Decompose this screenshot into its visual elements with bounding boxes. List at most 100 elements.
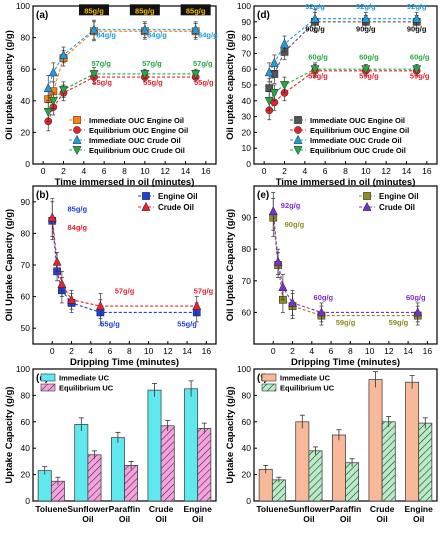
data-point [52,256,62,266]
x-tick-label: 6 [108,346,113,356]
annotation-label: 84g/g [68,223,88,232]
y-tick-label: 20 [21,470,31,480]
category-label: Crude [370,504,395,514]
category-label: Oil [119,514,130,524]
x-tick-label: 16 [201,166,211,176]
x-tick-label: 0 [41,166,46,176]
annotation-label: 60g/g [314,293,334,302]
annotation-label: 57g/g [142,59,162,68]
x-tick-label: 12 [163,346,173,356]
bar [258,468,273,502]
data-point [269,89,279,99]
legend-label: Crude Oil [158,203,194,212]
annotation-label: 59g/g [410,72,430,81]
legend-swatch-hatch [41,384,55,391]
data-point [412,65,422,75]
legend-label: Immediate OUC Engine Oil [310,116,405,125]
x-tick-label: 10 [365,346,375,356]
legend-swatch-hatch [262,384,276,391]
x-axis-label: Dripping Time (minutes) [70,357,179,368]
legend-label: Equilibrium OUC Engine Oil [89,126,188,135]
data-point [264,96,274,106]
legend-marker [142,192,150,200]
data-point [279,38,290,48]
data-point [89,24,99,34]
legend-label: Immediate UC [280,374,331,383]
data-point [279,81,290,91]
data-point [48,96,58,106]
data-point [95,300,105,310]
x-tick-label: 12 [381,166,391,176]
annotation-label: 85g/g [84,6,104,15]
bar [405,381,420,502]
bar-hatch [161,425,175,501]
y-tick-label: 100 [16,364,30,374]
data-point [310,13,320,23]
y-tick-label: 20 [242,127,252,137]
bar-hatch [418,423,432,501]
bar [295,421,310,502]
y-tick-label: 80 [242,244,252,254]
category-label: Oil [303,514,314,524]
data-point [192,300,202,310]
bar [368,379,383,502]
y-axis-label: Oil uptake capacity (g/g) [4,30,15,140]
y-tick-label: 100 [237,1,251,11]
y-axis-label: Uptake Capacity (g/g) [4,386,15,483]
y-tick-label: 10 [242,143,252,153]
panel-label: (d) [257,10,270,21]
y-tick-label: 60 [21,64,31,74]
legend-label: Immediate OUC Crude Oil [310,136,402,145]
y-tick-label: 90 [242,17,252,27]
y-tick-label: 20 [242,470,252,480]
legend-label: Equilibrium UC [280,384,335,393]
y-tick-label: 60 [21,417,31,427]
y-tick-label: 80 [242,33,252,43]
y-axis-label: Oil Uptake Capacity (g/g) [225,209,236,321]
data-point [191,70,201,80]
category-label: Oil [82,514,93,524]
legend: Engine Oil Crude Oil [138,192,198,212]
y-tick-label: 0 [25,159,30,169]
x-tick-label: 12 [384,346,394,356]
bar-hatch [87,454,102,501]
x-tick-label: 8 [127,346,132,356]
legend-label: Engine Oil [379,192,419,201]
annotation-label: 60g/g [308,53,328,62]
annotation-label: 59g/g [336,318,356,327]
legend-marker [362,201,372,211]
series-line [47,73,196,113]
category-label: Oil [155,514,166,524]
category-label: Oil [192,514,203,524]
annotation-label: 84g/g [96,31,116,40]
legend: Immediate OUC Engine Oil Equilibrium OUC … [290,116,409,156]
x-tick-label: 4 [81,166,86,176]
x-axis-label: Time immersed in oil (minutes) [55,177,195,188]
y-tick-label: 40 [242,443,252,453]
annotation-label: 60g/g [359,53,379,62]
y-tick-label: 80 [242,390,252,400]
x-tick-label: 14 [402,166,412,176]
bar-hatch [197,428,211,501]
legend-label: Equilibrium OUC Crude Oil [310,146,406,155]
series-line [272,217,418,317]
y-tick-label: 80 [21,33,31,43]
bar [147,389,162,502]
legend-label: Equilibrium UC [59,384,114,393]
annotation-badge [129,4,160,16]
legend-label: Immediate UC [59,374,110,383]
data-point [273,256,283,266]
category-label: Oil [340,514,351,524]
bar-hatch [345,462,359,501]
x-tick-label: 2 [290,346,295,356]
x-tick-label: 10 [361,166,371,176]
bar [110,437,125,502]
panel-label: (a) [36,10,48,21]
y-tick-label: 100 [237,364,251,374]
